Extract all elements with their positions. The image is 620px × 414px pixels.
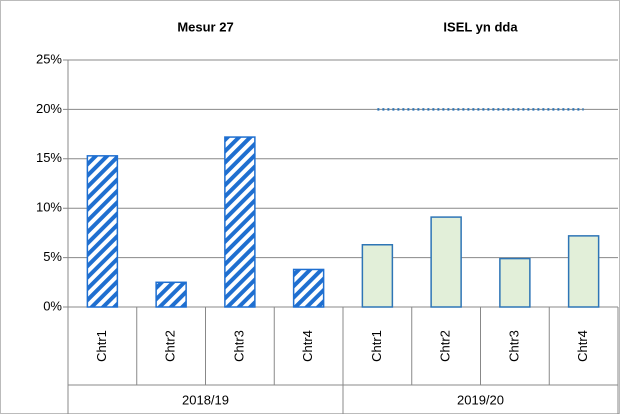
bar (567, 235, 600, 308)
x-group-label: 2019/20 (457, 392, 504, 407)
y-tick-label: 5% (43, 249, 62, 264)
bar (292, 268, 325, 308)
x-tick-label: Chtr3 (506, 330, 521, 362)
x-tick-label: Chtr1 (94, 330, 109, 362)
y-tick-label: 0% (43, 298, 62, 313)
x-tick-label: Chtr4 (300, 330, 315, 362)
series-name: ISEL yn dda (443, 19, 518, 34)
bar (430, 216, 462, 308)
x-tick-label: Chtr2 (163, 330, 178, 362)
bar (224, 136, 256, 308)
y-tick-label: 25% (36, 51, 62, 66)
bar (499, 257, 531, 308)
y-tick-label: 20% (36, 101, 62, 116)
x-tick-label: Chtr4 (575, 330, 590, 362)
bar (155, 281, 187, 308)
x-group-label: 2018/19 (182, 392, 229, 407)
y-tick-label: 15% (36, 150, 62, 165)
bar (86, 155, 119, 308)
y-tick-label: 10% (36, 200, 62, 215)
x-tick-label: Chtr2 (438, 330, 453, 362)
x-tick-label: Chtr3 (231, 330, 246, 362)
x-tick-label: Chtr1 (369, 330, 384, 362)
bar (361, 244, 394, 308)
series-name: Mesur 27 (177, 19, 233, 34)
